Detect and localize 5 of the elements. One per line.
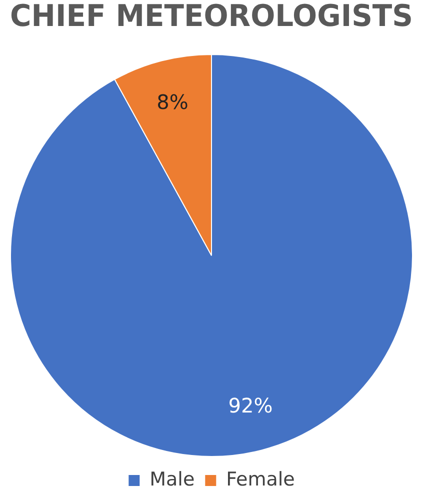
legend-label: Male <box>150 468 195 490</box>
data-label: 8% <box>156 90 188 114</box>
legend-label: Female <box>226 468 295 490</box>
data-label: 92% <box>228 394 273 418</box>
chart-title: CHIEF METEOROLOGISTS <box>10 0 413 33</box>
